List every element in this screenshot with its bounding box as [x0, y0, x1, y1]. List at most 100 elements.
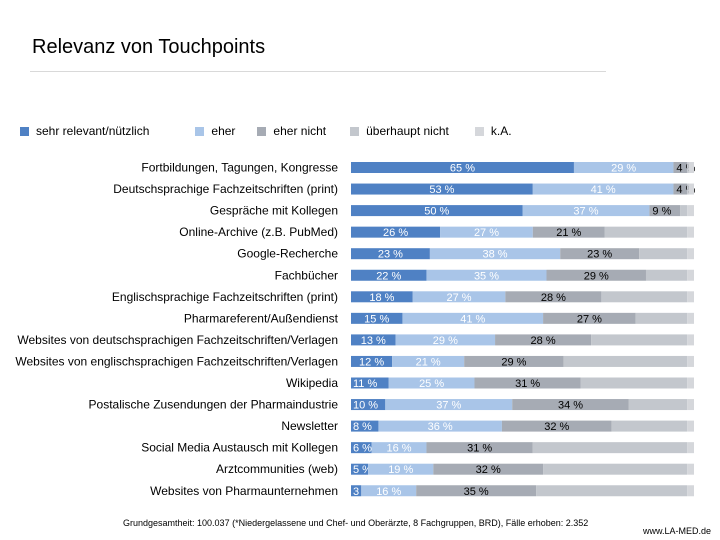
data-label: 27 %	[447, 292, 472, 304]
data-label: 16 %	[386, 443, 411, 455]
bar-segment	[560, 248, 640, 260]
bar-segment	[687, 442, 694, 454]
bar-segment	[474, 377, 581, 389]
bar-segment	[395, 334, 496, 346]
data-label: 29 %	[501, 356, 526, 368]
bar-segment	[464, 355, 564, 367]
bar-segment	[611, 420, 688, 432]
bar-segment	[546, 269, 646, 281]
bar-segment	[522, 205, 650, 217]
data-label: 27 %	[577, 313, 602, 325]
category-label: Gespräche mit Kollegen	[210, 204, 338, 218]
data-label: 50 %	[424, 206, 449, 218]
data-label: 5 %	[353, 464, 372, 476]
data-label: 37 %	[436, 400, 461, 412]
bar-segment	[673, 183, 688, 195]
bar-segment	[687, 420, 694, 432]
bar-segment	[368, 463, 434, 475]
legend-label: eher nicht	[273, 124, 327, 138]
legend-label: eher	[211, 124, 236, 138]
bar-segment	[351, 162, 574, 173]
bar-segment	[512, 399, 629, 411]
data-label: 13 %	[361, 335, 386, 347]
data-label: 21 %	[556, 227, 581, 239]
data-label: 38 %	[483, 249, 508, 261]
bar-segment	[649, 205, 681, 217]
bar-segment	[371, 442, 427, 454]
bar-segment	[351, 442, 372, 454]
bar-segment	[351, 420, 379, 432]
legend-item: k.A.	[474, 124, 512, 138]
legend-label: k.A.	[490, 124, 512, 138]
bar-segment	[351, 399, 386, 411]
bar-segment	[351, 291, 413, 303]
bar-segment	[688, 183, 694, 195]
category-label: Pharmareferent/Außendienst	[184, 311, 339, 325]
bar-segment	[639, 248, 688, 260]
bar-segment	[687, 248, 694, 260]
category-label: Google-Recherche	[237, 247, 338, 261]
bar-segment	[673, 162, 688, 173]
data-label: 35 %	[474, 270, 499, 282]
bar-segment	[604, 226, 688, 238]
data-label: 21 %	[416, 356, 441, 368]
bar-segment	[687, 355, 694, 367]
data-label: 29 %	[584, 270, 609, 282]
legend-swatch	[474, 126, 484, 136]
category-label: Websites von Pharmaunternehmen	[150, 484, 338, 498]
legend-label: überhaupt nicht	[366, 124, 449, 138]
bar-segment	[429, 248, 561, 260]
data-label: 11 %	[353, 378, 377, 390]
category-label: Postalische Zusendungen der Pharmaindust…	[89, 398, 339, 412]
bar-segment	[645, 269, 688, 281]
bar-segment	[426, 442, 533, 454]
bar-segment	[505, 291, 602, 303]
category-label: Englischsprachige Fachzeitschriften (pri…	[112, 290, 338, 304]
data-label: 31 %	[467, 443, 492, 455]
bar-segment	[687, 269, 694, 281]
data-label: 26 %	[383, 227, 408, 239]
data-label: 15 %	[364, 313, 389, 325]
bar-segment	[351, 377, 389, 389]
bar-segment	[388, 377, 475, 389]
bar-segment	[351, 312, 403, 324]
legend-swatch	[350, 126, 360, 136]
bar-segment	[536, 485, 688, 497]
bar-segment	[543, 463, 688, 475]
category-label: Deutschsprachige Fachzeitschriften (prin…	[113, 182, 338, 196]
data-label: 23 %	[378, 249, 403, 261]
bar-segment	[563, 355, 688, 367]
footnote: Grundgesamtheit: 100.037 (*Niedergelasse…	[123, 518, 589, 528]
data-label: 29 %	[611, 163, 636, 175]
bar-segment	[628, 399, 688, 411]
bar-segment	[687, 377, 694, 389]
bar-segment	[687, 399, 694, 411]
data-label: 31 %	[515, 378, 540, 390]
category-label: Online-Archive (z.B. PubMed)	[179, 225, 338, 239]
bar-segment	[351, 485, 362, 497]
bar-segment	[687, 291, 694, 303]
bar-segment	[351, 463, 369, 475]
bar-segment	[501, 420, 612, 432]
legend-item: sehr relevant/nützlich	[20, 124, 149, 138]
bar-segment	[687, 485, 694, 497]
data-label: 34 %	[558, 400, 583, 412]
category-label: Fortbildungen, Tagungen, Kongresse	[141, 161, 338, 175]
bar-segment	[687, 162, 689, 173]
bar-segment	[687, 463, 694, 475]
title-divider	[30, 71, 606, 72]
bar-segment	[402, 312, 544, 324]
data-label: 23 %	[587, 249, 612, 261]
bar-segment	[412, 291, 506, 303]
data-label: 28 %	[531, 335, 556, 347]
data-label: 9 %	[652, 206, 671, 218]
source-credit: www.LA-MED.de	[643, 526, 712, 536]
bar-segment	[495, 334, 592, 346]
bar-segment	[440, 226, 533, 238]
bar-segment	[680, 205, 688, 217]
category-label: Websites von deutschsprachigen Fachzeits…	[17, 333, 338, 347]
category-label: Social Media Austausch mit Kollegen	[141, 441, 338, 455]
legend-label: sehr relevant/nützlich	[36, 124, 150, 138]
bar-segment	[532, 183, 674, 195]
